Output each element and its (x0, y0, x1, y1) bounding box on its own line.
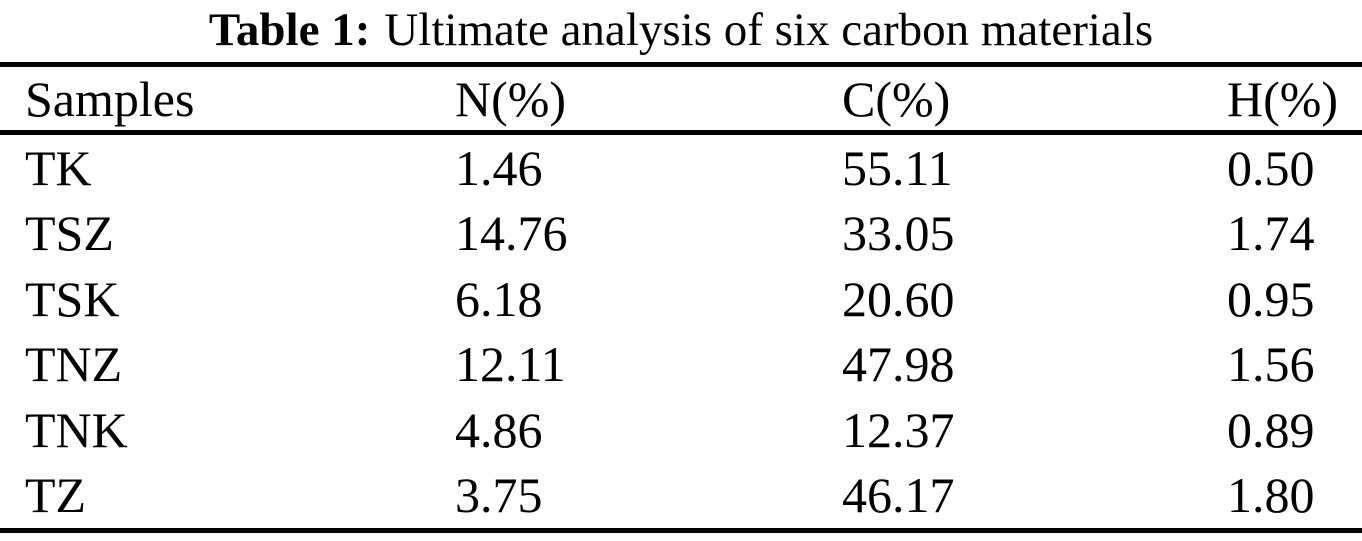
sample-cell: TNK (25, 401, 128, 458)
n-value-cell: 6.18 (455, 270, 543, 327)
n-value-cell: 12.11 (455, 336, 566, 393)
n-value-cell: 3.75 (455, 467, 543, 524)
column-header-h-percent: H(%) (1227, 70, 1339, 127)
sample-cell: TSK (25, 270, 120, 327)
column-header-samples: Samples (25, 70, 195, 127)
sample-cell: TZ (25, 467, 87, 524)
sample-cell: TSZ (25, 205, 114, 262)
n-value-cell: 4.86 (455, 401, 543, 458)
table-row: TNZ 12.11 47.98 1.56 (0, 332, 1362, 398)
column-header-n-percent: N(%) (455, 70, 567, 127)
c-value-cell: 12.37 (842, 401, 955, 458)
c-value-cell: 46.17 (842, 467, 955, 524)
data-table: Samples N(%) C(%) H(%) TK 1.46 55.11 0.5… (0, 62, 1362, 533)
table-caption-text: Ultimate analysis of six carbon material… (384, 4, 1154, 56)
table-caption-label: Table 1: (208, 4, 371, 56)
h-value-cell: 1.56 (1227, 336, 1315, 393)
table-row: TZ 3.75 46.17 1.80 (0, 463, 1362, 529)
c-value-cell: 20.60 (842, 270, 955, 327)
table-row: TK 1.46 55.11 0.50 (0, 135, 1362, 201)
column-header-c-percent: C(%) (842, 70, 951, 127)
h-value-cell: 1.74 (1227, 205, 1315, 262)
h-value-cell: 0.89 (1227, 401, 1315, 458)
n-value-cell: 1.46 (455, 139, 543, 196)
sample-cell: TNZ (25, 336, 123, 393)
c-value-cell: 47.98 (842, 336, 955, 393)
h-value-cell: 1.80 (1227, 467, 1315, 524)
n-value-cell: 14.76 (455, 205, 568, 262)
table-header-row: Samples N(%) C(%) H(%) (0, 67, 1362, 135)
h-value-cell: 0.95 (1227, 270, 1315, 327)
h-value-cell: 0.50 (1227, 139, 1315, 196)
table-row: TNK 4.86 12.37 0.89 (0, 397, 1362, 463)
table-caption: Table 1: Ultimate analysis of six carbon … (0, 0, 1362, 62)
c-value-cell: 33.05 (842, 205, 955, 262)
table-row: TSZ 14.76 33.05 1.74 (0, 201, 1362, 267)
table-row: TSK 6.18 20.60 0.95 (0, 266, 1362, 332)
c-value-cell: 55.11 (842, 139, 953, 196)
sample-cell: TK (25, 139, 92, 196)
